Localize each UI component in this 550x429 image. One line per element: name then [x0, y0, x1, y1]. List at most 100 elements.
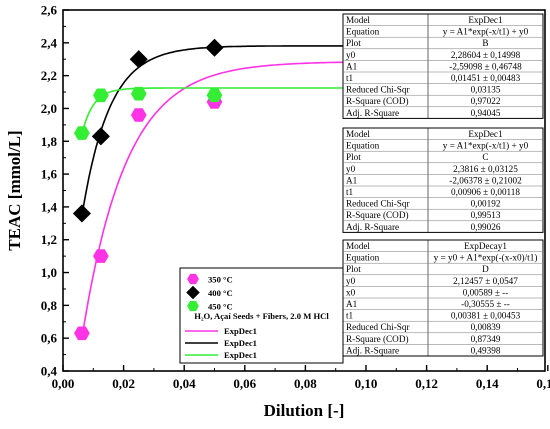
table-cell-label: y0	[346, 164, 356, 174]
legend-entry-2: 400 °C	[208, 288, 233, 298]
table-cell-value: 2,3816 ± 0,03125	[453, 164, 518, 174]
fit-table-2: Model ExpDec1 Equation y = A1*exp(-x/t1) + …	[342, 127, 544, 233]
legend-fit-entry-2: ExpDec1	[224, 338, 257, 348]
data-point-series-2	[72, 204, 91, 223]
fit-tables: Model ExpDec1 Equation y = A1*exp(-x/t1) + …	[342, 13, 544, 357]
x-tick-label: 0,14	[476, 376, 499, 391]
fit-curve-1	[81, 61, 367, 339]
table-cell-value: -2,59098 ± 0,46748	[449, 61, 522, 71]
table-cell-value: 0,99513	[471, 210, 501, 220]
x-tick-label: 0,08	[294, 376, 317, 391]
table-cell-label: y0	[346, 50, 356, 60]
x-tick-label: 0,16	[536, 376, 550, 391]
y-tick-label: 1,8	[41, 134, 58, 149]
table-cell-label: Equation	[346, 27, 380, 37]
table-cell-label: y0	[346, 276, 356, 286]
table-cell-value: ExpDec1	[468, 15, 503, 25]
table-cell-label: A1	[346, 61, 358, 71]
data-point-series-2	[91, 127, 110, 146]
y-tick-label: 2,0	[41, 101, 57, 116]
table-cell-label: Adj. R-Square	[346, 222, 399, 232]
table-cell-value: y = A1*exp(-x/t1) + y0	[443, 27, 529, 37]
table-cell-value: 0,01451 ± 0,00483	[451, 73, 521, 83]
table-cell-label: R-Square (COD)	[346, 96, 409, 106]
table-cell-value: 2,28604 ± 0,14998	[451, 50, 521, 60]
table-cell-value: 0,99026	[471, 222, 501, 232]
data-point-series-1	[130, 108, 147, 122]
table-cell-label: Model	[346, 241, 370, 251]
table-cell-value: 0,00381 ± 0,00453	[451, 311, 521, 321]
y-tick-label: 2,2	[41, 68, 57, 83]
y-tick-label: 0,4	[41, 364, 58, 379]
table-cell-value: 0,49398	[471, 345, 501, 355]
table-frame	[342, 13, 544, 119]
y-tick-label: 2,4	[41, 35, 58, 50]
table-cell-value: -0,30555 ± --	[461, 299, 510, 309]
x-tick-label: 0,06	[233, 376, 256, 391]
legend-description: H₂O, Açaí Seeds + Fibers, 2.0 M HCl	[194, 311, 329, 321]
table-cell-value: 0,00589 ± --	[463, 287, 509, 297]
y-tick-label: 0,6	[41, 331, 58, 346]
data-point-series-1	[93, 249, 109, 263]
table-cell-label: Reduced Chi-Sqr	[346, 85, 410, 95]
data-point-series-3	[130, 86, 147, 101]
table-cell-value: D	[482, 264, 489, 274]
data-markers	[72, 38, 376, 341]
table-cell-value: ExpDecay1	[464, 241, 507, 251]
y-tick-label: 0,8	[41, 298, 58, 313]
fit-table-1: Model ExpDec1 Equation y = A1*exp(-x/t1) + …	[342, 13, 544, 119]
table-cell-label: A1	[346, 175, 358, 185]
table-cell-label: R-Square (COD)	[346, 210, 409, 220]
fit-curve-3	[81, 87, 366, 134]
table-cell-label: Plot	[346, 264, 361, 274]
y-tick-label: 1,0	[41, 265, 57, 280]
legend-marker-1	[187, 273, 199, 285]
table-cell-value: 0,97022	[471, 96, 501, 106]
legend-marker-2	[186, 285, 200, 300]
x-axis-title: Dilution [-]	[264, 401, 345, 420]
data-point-series-2	[129, 50, 148, 69]
x-tick-label: 0,00	[52, 376, 75, 391]
data-point-series-3	[93, 88, 109, 103]
table-cell-label: Adj. R-Square	[346, 345, 399, 355]
table-cell-label: t1	[346, 73, 354, 83]
legend-fit-entry-3: ExpDec1	[224, 350, 257, 360]
table-cell-label: Model	[346, 15, 370, 25]
table-cell-label: t1	[346, 187, 354, 197]
x-tick-label: 0,04	[173, 376, 196, 391]
table-cell-label: A1	[346, 299, 358, 309]
table-cell-value: 2,12457 ± 0,0547	[453, 276, 518, 286]
fit-table-3: Model ExpDecay1 Equation y = y0 + A1*exp(-(…	[342, 239, 544, 357]
table-cell-value: 0,00906 ± 0,00118	[451, 187, 520, 197]
axes: 0,00 0,02 0,04 0,06 0,08 0,10 0,12 0,14 0,16 0,4 0…	[41, 3, 550, 392]
x-tick-label: 0,12	[415, 376, 438, 391]
y-tick-label: 2,6	[41, 3, 58, 18]
table-cell-label: Plot	[346, 152, 361, 162]
table-frame	[342, 127, 544, 233]
table-cell-value: B	[482, 38, 488, 48]
y-tick-label: 1,2	[41, 232, 57, 247]
y-axis-title: TEAC [mmol/L]	[5, 130, 24, 250]
table-cell-value: 0,94045	[471, 108, 501, 118]
table-cell-label: Equation	[346, 253, 380, 263]
table-cell-value: 0,00839	[471, 322, 501, 332]
fit-curve-2	[81, 44, 366, 216]
table-cell-value: y = y0 + A1*exp(-(x-x0)/t1)	[434, 253, 538, 263]
fit-curves	[81, 44, 367, 339]
table-cell-label: R-Square (COD)	[346, 334, 409, 344]
table-cell-label: x0	[346, 287, 356, 297]
legend-box	[179, 267, 344, 364]
table-cell-value: -2,06378 ± 0,21002	[449, 175, 522, 185]
table-cell-label: Reduced Chi-Sqr	[346, 199, 410, 209]
table-cell-value: C	[482, 152, 488, 162]
data-point-series-3	[206, 88, 223, 103]
data-point-series-3	[74, 126, 90, 140]
y-tick-label: 1,6	[41, 167, 58, 182]
table-cell-value: y = A1*exp(-x/t1) + y0	[443, 141, 529, 151]
legend-entry-1: 350 °C	[208, 275, 233, 285]
table-cell-label: Equation	[346, 141, 380, 151]
table-cell-value: 0,87349	[471, 334, 501, 344]
y-tick-label: 1,4	[41, 199, 58, 214]
table-cell-value: 0,00192	[471, 199, 501, 209]
